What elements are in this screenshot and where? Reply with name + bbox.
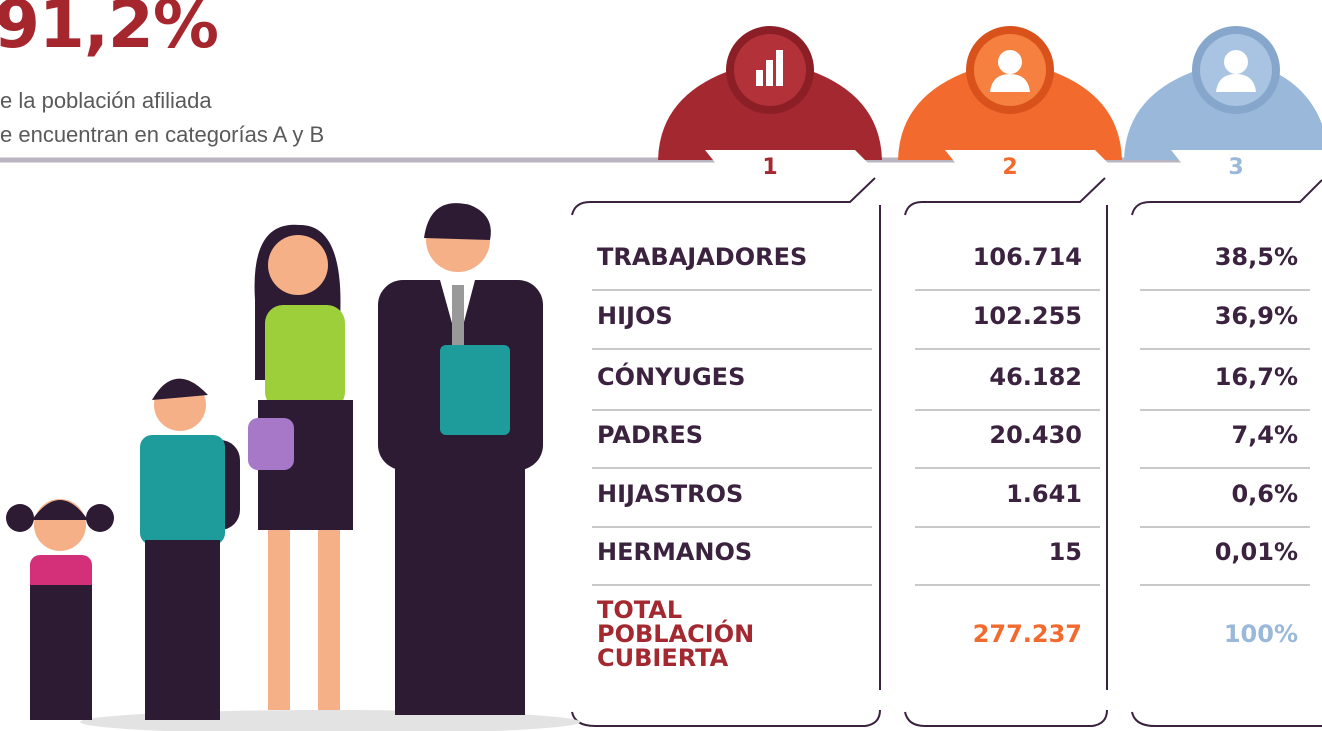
total-label: TOTAL POBLACIÓN CUBIERTA xyxy=(597,596,755,672)
row-percent: 36,9% xyxy=(1214,302,1298,330)
illustration xyxy=(6,203,580,731)
total-percent: 100% xyxy=(1223,620,1298,648)
row-label: PADRES xyxy=(597,421,704,449)
row-percent: 38,5% xyxy=(1214,243,1298,271)
row-count: 20.430 xyxy=(989,421,1082,449)
subtitle-line: e la población afiliada xyxy=(0,88,212,113)
headline: 91,2% xyxy=(0,0,219,63)
row-count: 1.641 xyxy=(1006,480,1082,508)
row-percent: 16,7% xyxy=(1214,363,1298,391)
row-percent: 0,01% xyxy=(1214,538,1298,566)
row-separators xyxy=(592,289,1310,586)
subtitle-line: e encuentran en categorías A y B xyxy=(0,122,325,147)
row-percent: 7,4% xyxy=(1231,421,1298,449)
row-count: 15 xyxy=(1048,538,1082,566)
badge-1 xyxy=(658,26,882,200)
row-count: 46.182 xyxy=(989,363,1082,391)
row-label: HIJOS xyxy=(597,302,673,330)
row-label: HERMANOS xyxy=(597,538,753,566)
total-count: 277.237 xyxy=(972,620,1082,648)
row-label: HIJASTROS xyxy=(597,480,744,508)
row-count: 102.255 xyxy=(972,302,1082,330)
badge-3 xyxy=(1124,26,1322,200)
row-percent: 0,6% xyxy=(1231,480,1298,508)
column-number: 1 xyxy=(762,155,778,180)
badge-2 xyxy=(898,26,1122,200)
row-count: 106.714 xyxy=(972,243,1082,271)
row-label: TRABAJADORES xyxy=(597,243,808,271)
column-number: 2 xyxy=(1002,155,1018,180)
row-label: CÓNYUGES xyxy=(597,363,746,391)
brackets xyxy=(571,177,1322,727)
column-number: 3 xyxy=(1228,155,1244,180)
